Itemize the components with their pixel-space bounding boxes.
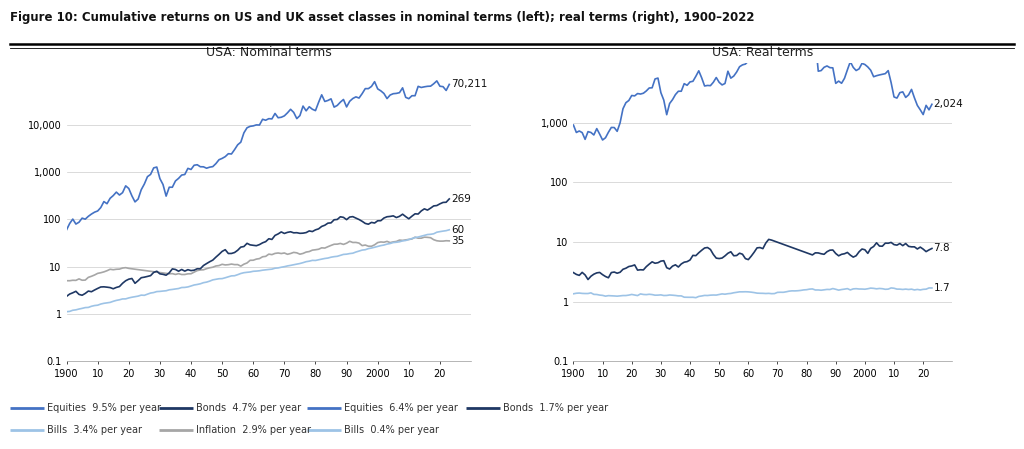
Text: Figure 10: Cumulative returns on US and UK asset classes in nominal terms (left): Figure 10: Cumulative returns on US and … xyxy=(10,11,755,24)
Text: Bills  0.4% per year: Bills 0.4% per year xyxy=(344,425,439,435)
Text: Bonds  4.7% per year: Bonds 4.7% per year xyxy=(196,403,301,413)
Text: Inflation  2.9% per year: Inflation 2.9% per year xyxy=(196,425,310,435)
Text: 1.7: 1.7 xyxy=(934,283,950,293)
Text: Equities  6.4% per year: Equities 6.4% per year xyxy=(344,403,458,413)
Title: USA: Real terms: USA: Real terms xyxy=(713,46,813,59)
Text: 70,211: 70,211 xyxy=(451,79,487,89)
Text: Bonds  1.7% per year: Bonds 1.7% per year xyxy=(503,403,608,413)
Text: 35: 35 xyxy=(451,236,464,246)
Text: 2,024: 2,024 xyxy=(934,99,964,109)
Text: Bills  3.4% per year: Bills 3.4% per year xyxy=(47,425,142,435)
Text: 60: 60 xyxy=(451,225,464,235)
Text: Equities  9.5% per year: Equities 9.5% per year xyxy=(47,403,161,413)
Title: USA: Nominal terms: USA: Nominal terms xyxy=(206,46,332,59)
Text: 7.8: 7.8 xyxy=(934,243,950,253)
Text: 269: 269 xyxy=(451,194,471,204)
